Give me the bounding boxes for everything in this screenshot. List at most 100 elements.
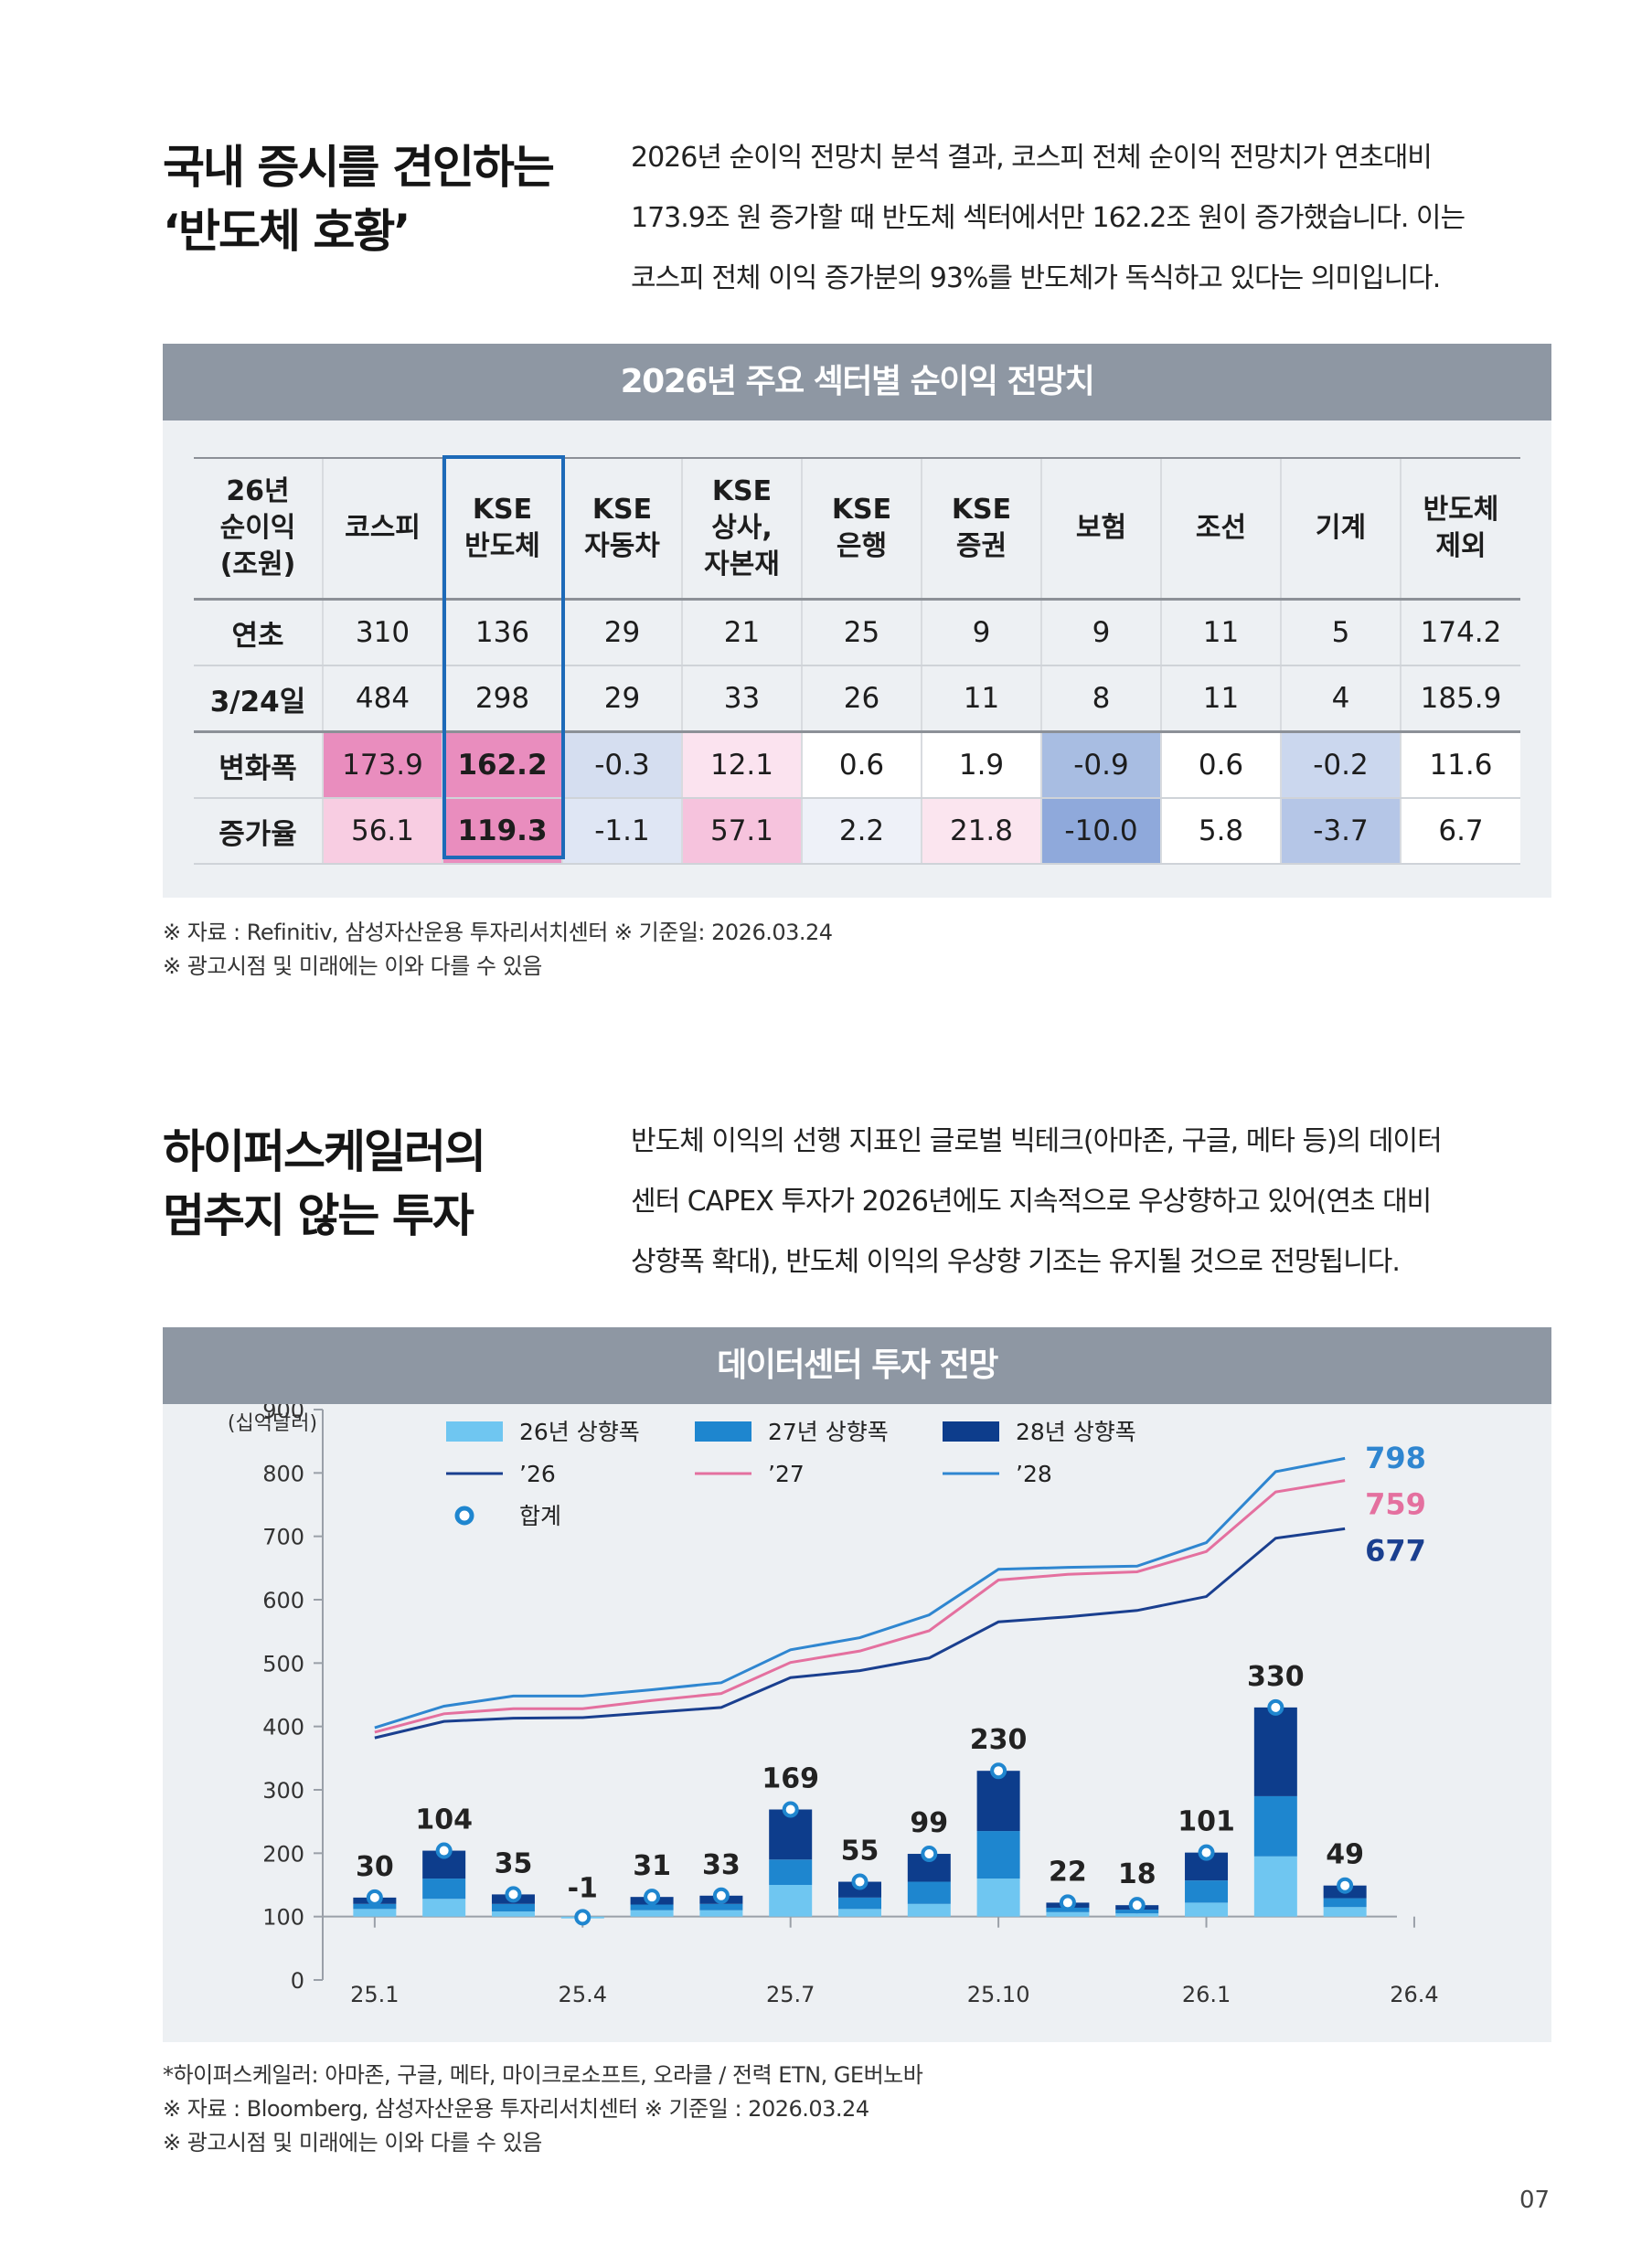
bar-segment	[1253, 1856, 1297, 1917]
table-cell: 6.7	[1400, 798, 1520, 865]
table-cell: 310	[322, 599, 442, 666]
table-cell: 136	[442, 599, 562, 666]
total-marker	[1198, 1844, 1215, 1861]
table-cell: 9	[1040, 599, 1161, 666]
total-marker	[505, 1886, 522, 1903]
header-text-line: 자본재	[704, 548, 780, 580]
y-tick-label: 200	[262, 1841, 304, 1867]
total-data-label: 22	[1049, 1856, 1087, 1888]
bar-segment	[769, 1885, 813, 1917]
legend-label: 26년 상향폭	[519, 1419, 640, 1445]
total-data-label: 99	[910, 1807, 948, 1839]
disclaimer-note: ※ 광고시점 및 미래에는 이와 다를 수 있음	[163, 2130, 542, 2155]
x-tick-label: 25.4	[559, 1982, 607, 2007]
column-header: KSE 반도체	[442, 457, 562, 601]
total-data-label: 330	[1247, 1661, 1305, 1693]
x-tick-label: 26.4	[1390, 1982, 1438, 2007]
column-header: 보험	[1040, 457, 1161, 601]
chart-panel: 데이터센터 투자 전망	[163, 1327, 1551, 2042]
row-header: 3/24일	[194, 665, 323, 733]
header-text-line: (조원)	[219, 548, 296, 580]
table-notes: ※ 자료 : Refinitiv, 삼성자산운용 투자리서치센터 ※ 기준일: …	[163, 916, 833, 984]
table-cell: 5.8	[1160, 798, 1281, 865]
section1-body-line: 2026년 순이익 전망치 분석 결과, 코스피 전체 순이익 전망치가 연초대…	[631, 142, 1433, 174]
table-cell: 29	[561, 599, 682, 666]
page-number: 07	[1519, 2187, 1551, 2214]
source-note: ※ 자료 : Refinitiv, 삼성자산운용 투자리서치센터 ※ 기준일: …	[163, 920, 833, 945]
x-tick-label: 25.1	[350, 1982, 399, 2007]
total-marker	[644, 1889, 661, 1906]
series-end-label: 798	[1365, 1441, 1426, 1475]
table-cell: -3.7	[1280, 798, 1401, 865]
legend-label: ’27	[768, 1461, 805, 1487]
legend-marker	[454, 1506, 474, 1526]
column-header: 기계	[1280, 457, 1401, 601]
total-marker	[435, 1842, 453, 1859]
bar-segment	[422, 1879, 466, 1900]
table-cell: 185.9	[1400, 665, 1520, 733]
table-cell: 1.9	[921, 730, 1041, 799]
y-tick-label: 600	[262, 1588, 304, 1613]
section1-body: 2026년 순이익 전망치 분석 결과, 코스피 전체 순이익 전망치가 연초대…	[631, 128, 1465, 309]
header-text-line: KSE	[831, 494, 892, 526]
bar-segment	[1046, 1911, 1090, 1917]
table-cell: 21	[681, 599, 802, 666]
table-cell: 25	[801, 599, 922, 666]
bar-segment	[838, 1897, 881, 1910]
table-cell: 484	[322, 665, 442, 733]
table-cell: -10.0	[1040, 798, 1161, 865]
total-marker	[1059, 1894, 1076, 1911]
bar-segment	[422, 1899, 466, 1917]
row-header: 변화폭	[194, 730, 323, 799]
table-cell: -0.3	[561, 730, 682, 799]
sector-profit-table: 26년 순이익 (조원) 코스피 KSE 반도체 KSE 자동차 KSE 상사, 자본재 KSE 은행 K…	[194, 457, 1520, 865]
table-cell: 2.2	[801, 798, 922, 865]
bar-segment	[769, 1859, 813, 1885]
disclaimer-note: ※ 광고시점 및 미래에는 이와 다를 수 있음	[163, 953, 542, 979]
table-cell: 162.2	[442, 730, 562, 799]
legend-label: 27년 상향폭	[768, 1419, 889, 1445]
bar-segment	[976, 1879, 1020, 1917]
header-text-line: KSE	[472, 494, 533, 526]
total-data-label: 104	[415, 1804, 473, 1836]
table-cell: 119.3	[442, 798, 562, 865]
legend-label: 28년 상향폭	[1016, 1419, 1136, 1445]
table-cell: 4	[1280, 665, 1401, 733]
bar-segment	[630, 1910, 674, 1917]
table-cell: 0.6	[801, 730, 922, 799]
header-text-line: 순이익	[219, 512, 296, 544]
bar-segment	[1253, 1707, 1297, 1796]
table-cell: 56.1	[322, 798, 442, 865]
total-data-label: 49	[1326, 1839, 1364, 1871]
table-row: 변화폭 173.9 162.2 -0.3 12.1 0.6 1.9 -0.9 0.6 -0.2 11…	[194, 730, 1520, 799]
bar-segment	[1323, 1907, 1367, 1917]
bar-segment	[699, 1903, 743, 1910]
table-cell: 174.2	[1400, 599, 1520, 666]
legend-swatch	[695, 1421, 751, 1442]
header-text-line: 조선	[1195, 512, 1247, 544]
chart-panel-title: 데이터센터 투자 전망	[163, 1327, 1551, 1404]
total-data-label: 30	[356, 1851, 394, 1883]
section2-body: 반도체 이익의 선행 지표인 글로벌 빅테크(아마존, 구글, 메타 등)의 데…	[631, 1112, 1443, 1293]
table-cell: 9	[921, 599, 1041, 666]
header-text-line: 제외	[1435, 530, 1487, 562]
total-marker	[1267, 1698, 1284, 1716]
column-header: KSE 상사, 자본재	[681, 457, 802, 601]
column-header: KSE 은행	[801, 457, 922, 601]
bar-segment	[1253, 1795, 1297, 1857]
header-text-line: KSE	[592, 494, 653, 526]
series-end-label: 759	[1365, 1487, 1426, 1522]
column-header: 조선	[1160, 457, 1281, 601]
bar-segment	[1185, 1880, 1229, 1903]
total-marker	[851, 1873, 869, 1890]
column-header: 코스피	[322, 457, 442, 601]
section1-body-line: 코스피 전체 이익 증가분의 93%를 반도체가 독식하고 있다는 의미입니다.	[631, 262, 1441, 294]
table-cell: -0.9	[1040, 730, 1161, 799]
section2-body-line: 센터 CAPEX 투자가 2026년에도 지속적으로 우상향하고 있어(연초 대…	[631, 1186, 1432, 1218]
total-data-label: 35	[495, 1847, 533, 1879]
header-text-line: 26년	[226, 475, 290, 507]
total-marker	[782, 1801, 799, 1818]
header-text-line: 코스피	[345, 512, 421, 544]
header-text-line: KSE	[951, 494, 1012, 526]
